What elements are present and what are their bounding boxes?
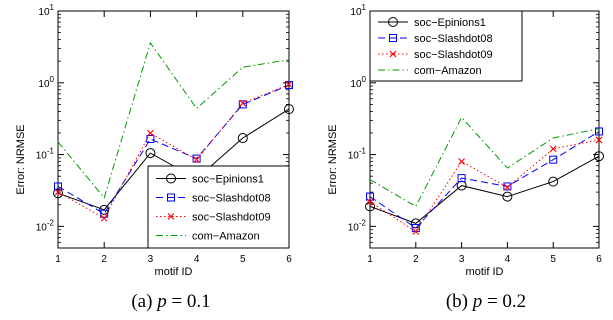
chart-1-series-line bbox=[57, 84, 290, 215]
chart-2-data-point bbox=[503, 182, 512, 191]
chart-2: 10-2 10-1 100 101 1 2 3 4 5 6 motif ID Error: NRMSE… bbox=[327, 3, 604, 312]
chart-1-xtick-label: 4 bbox=[194, 254, 200, 265]
chart-2-series-3 bbox=[366, 136, 603, 235]
chart-1-series-2 bbox=[54, 81, 293, 218]
chart-2-ytick-label: 10-2 bbox=[348, 218, 367, 233]
chart-2-data-point bbox=[412, 228, 420, 235]
chart-1-series-3 bbox=[54, 81, 293, 222]
chart-1: 10-2 10-1 100 101 1 2 3 4 5 6 motif ID Error: NRMSE… bbox=[15, 3, 294, 312]
chart-1-data-point bbox=[100, 209, 109, 218]
chart-2-data-point bbox=[366, 192, 374, 201]
chart-2-ylabel: Error: NRMSE bbox=[327, 124, 339, 194]
chart-1-data-point bbox=[239, 99, 247, 107]
chart-2-legend-label: soc−Slashdot09 bbox=[414, 49, 493, 61]
chart-2-legend-marker bbox=[388, 17, 398, 27]
chart-2-legend-label: soc−Epinions1 bbox=[414, 17, 486, 29]
chart-2-legend-box bbox=[369, 10, 523, 82]
chart-2-series-line bbox=[369, 131, 600, 229]
chart-1-data-point bbox=[237, 133, 248, 144]
chart-1-legend-marker bbox=[166, 173, 176, 184]
chart-1-xtick-label: 5 bbox=[240, 254, 246, 265]
chart-2-data-point bbox=[504, 183, 511, 191]
chart-1-data-point bbox=[53, 188, 63, 199]
chart-2-xtick-label: 5 bbox=[550, 254, 556, 265]
chart-2-xtick-label: 6 bbox=[596, 254, 602, 265]
chart-1-data-point bbox=[285, 81, 293, 90]
chart-2-data-point bbox=[595, 127, 603, 136]
chart-1-legend-label: com−Amazon bbox=[192, 231, 260, 243]
chart-1-caption: (a) p = 0.1 bbox=[131, 291, 210, 312]
chart-1-data-point bbox=[192, 154, 201, 163]
chart-1-xtick-label: 1 bbox=[55, 254, 61, 265]
chart-1-legend-box bbox=[147, 165, 290, 249]
chart-1-data-point bbox=[193, 156, 200, 164]
chart-2-xtick-label: 2 bbox=[413, 254, 419, 265]
chart-2-data-point bbox=[456, 180, 467, 191]
chart-1-data-point bbox=[99, 204, 110, 215]
chart-1-legend-marker bbox=[167, 213, 175, 220]
chart-1-xtick-label: 6 bbox=[286, 254, 292, 265]
chart-2-xtick-label: 3 bbox=[459, 254, 465, 265]
chart-2-data-point bbox=[458, 158, 465, 165]
chart-2-xlabel: motif ID bbox=[466, 266, 504, 278]
chart-1-ytick-label: 101 bbox=[38, 3, 54, 18]
chart-1-data-point bbox=[146, 134, 155, 143]
chart-2-series-1 bbox=[365, 151, 604, 229]
chart-1-data-point bbox=[284, 104, 294, 115]
chart-2-xtick-label: 1 bbox=[367, 254, 373, 265]
chart-2-legend-marker bbox=[389, 34, 397, 42]
chart-1-series-line bbox=[57, 41, 290, 199]
chart-2-series-line bbox=[369, 155, 600, 224]
chart-2-legend: soc−Epinions1 soc−Slashdot08 soc−Slashdot0… bbox=[369, 10, 523, 82]
chart-1-legend-label: soc−Slashdot09 bbox=[192, 212, 271, 224]
chart-2-data-point bbox=[594, 151, 604, 162]
chart-1-data-point bbox=[147, 129, 154, 137]
chart-1-ytick-label: 10-1 bbox=[36, 147, 55, 162]
chart-2-data-point bbox=[502, 191, 513, 202]
chart-2-ytick-label: 101 bbox=[350, 3, 366, 18]
chart-2-legend-label: com−Amazon bbox=[414, 65, 482, 77]
chart-2-caption: (b) p = 0.2 bbox=[446, 291, 526, 312]
chart-2-legend-label: soc−Slashdot08 bbox=[414, 33, 493, 45]
chart-2-legend-marker bbox=[389, 50, 397, 58]
chart-1-data-point bbox=[238, 100, 247, 109]
chart-1-legend: soc−Epinions1 soc−Slashdot08 soc−Slashdot0… bbox=[147, 165, 290, 249]
chart-1-ytick-label: 100 bbox=[38, 75, 54, 90]
chart-1-legend-marker bbox=[167, 193, 175, 202]
chart-2-data-point bbox=[549, 145, 557, 153]
chart-1-ytick-label: 10-2 bbox=[36, 218, 55, 233]
chart-2-series-line bbox=[369, 116, 600, 208]
chart-1-data-point bbox=[54, 182, 62, 191]
chart-1-ylabel: Error: NRMSE bbox=[15, 124, 27, 194]
chart-1-data-point bbox=[100, 214, 108, 222]
chart-1-xtick-label: 3 bbox=[148, 254, 154, 265]
chart-1-series-4 bbox=[57, 41, 290, 199]
chart-2-data-point bbox=[548, 176, 559, 187]
chart-1-xtick-label: 2 bbox=[101, 254, 107, 265]
chart-2-ytick-label: 10-1 bbox=[348, 147, 367, 162]
chart-2-series-4 bbox=[369, 116, 600, 208]
chart-2-data-point bbox=[549, 155, 558, 164]
chart-1-legend-label: soc−Slashdot08 bbox=[192, 193, 271, 205]
chart-2-series-line bbox=[369, 139, 600, 233]
chart-2-data-point bbox=[457, 174, 466, 183]
chart-2-ytick-label: 100 bbox=[350, 75, 366, 90]
chart-1-data-point bbox=[54, 188, 62, 196]
chart-1-data-point bbox=[145, 148, 156, 159]
chart-1-series-line bbox=[57, 83, 290, 219]
chart-2-series-2 bbox=[366, 127, 603, 232]
chart-2-data-point bbox=[366, 198, 374, 206]
chart-1-data-point bbox=[285, 81, 293, 88]
chart-1-legend-label: soc−Epinions1 bbox=[192, 174, 264, 186]
chart-2-data-point bbox=[595, 136, 603, 144]
chart-1-xlabel: motif ID bbox=[155, 266, 193, 278]
chart-2-xtick-label: 4 bbox=[505, 254, 511, 265]
